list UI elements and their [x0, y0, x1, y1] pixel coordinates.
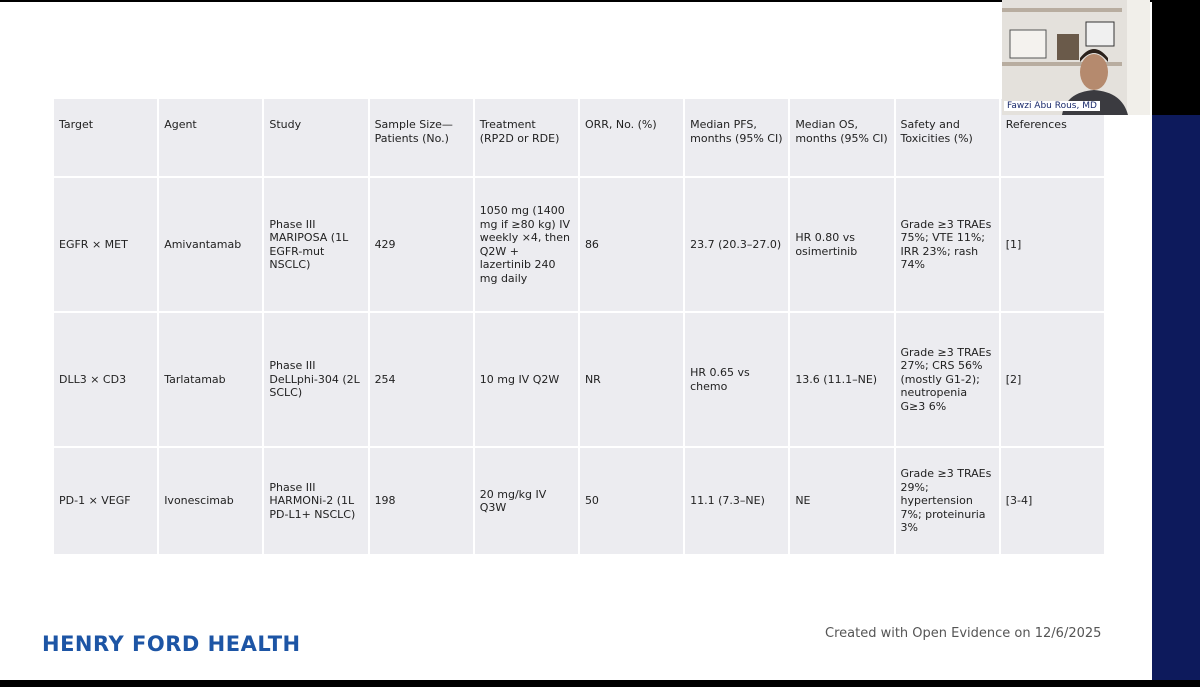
table-cell: HR 0.80 vs osimertinib [788, 176, 896, 313]
table-cell: Phase III DeLLphi-304 (2L SCLC) [262, 311, 370, 448]
column-header: Sample Size—Patients (No.) [367, 97, 475, 178]
table-cell: DLL3 × CD3 [51, 311, 160, 448]
side-bar [1152, 115, 1200, 680]
table-cell: Ivonescimab [157, 446, 265, 556]
table-cell: Grade ≥3 TRAEs 27%; CRS 56% (mostly G1-2… [893, 311, 1001, 448]
table-row: PD-1 × VEGF Ivonescimab Phase III HARMONi-… [51, 446, 1107, 556]
table-cell: Phase III HARMONi-2 (1L PD-L1+ NSCLC) [262, 446, 370, 556]
table-cell: Amivantamab [157, 176, 265, 313]
table-row: DLL3 × CD3 Tarlatamab Phase III DeLLphi-30… [51, 311, 1107, 448]
table-cell: Phase III MARIPOSA (1L EGFR-mut NSCLC) [262, 176, 370, 313]
table-cell: 20 mg/kg IV Q3W [472, 446, 580, 556]
column-header: Treatment (RP2D or RDE) [472, 97, 580, 178]
column-header: Agent [157, 97, 265, 178]
table-cell: 13.6 (11.1–NE) [788, 311, 896, 448]
table-cell: PD-1 × VEGF [51, 446, 160, 556]
webcam-video [1002, 0, 1150, 115]
table-cell: 198 [367, 446, 475, 556]
table-row: EGFR × MET Amivantamab Phase III MARIPOSA … [51, 176, 1107, 313]
table-cell: 10 mg IV Q2W [472, 311, 580, 448]
footer-note: Created with Open Evidence on 12/6/2025 [825, 626, 1102, 641]
table-cell: Grade ≥3 TRAEs 75%; VTE 11%; IRR 23%; ra… [893, 176, 1001, 313]
table-cell: HR 0.65 vs chemo [683, 311, 791, 448]
column-header: Median OS, months (95% CI) [788, 97, 896, 178]
data-table: Target Agent Study Sample Size—Patients (No… [51, 97, 1107, 556]
column-header: Median PFS, months (95% CI) [683, 97, 791, 178]
column-header: Study [262, 97, 370, 178]
column-header: Safety and Toxicities (%) [893, 97, 1001, 178]
header-row: Target Agent Study Sample Size—Patients (No… [51, 97, 1107, 178]
table-cell: 1050 mg (1400 mg if ≥80 kg) IV weekly ×4… [472, 176, 580, 313]
table-cell: 86 [577, 176, 686, 313]
table-cell: Tarlatamab [157, 311, 265, 448]
table-cell: 11.1 (7.3–NE) [683, 446, 791, 556]
column-header: Target [51, 97, 160, 178]
table-cell: 429 [367, 176, 475, 313]
webcam: Fawzi Abu Rous, MD [1002, 0, 1150, 115]
column-header: ORR, No. (%) [577, 97, 686, 178]
table-cell: 23.7 (20.3–27.0) [683, 176, 791, 313]
table-cell: [2] [998, 311, 1107, 448]
table-cell: Grade ≥3 TRAEs 29%; hypertension 7%; pro… [893, 446, 1001, 556]
participant-name: Fawzi Abu Rous, MD [1004, 101, 1100, 111]
table-cell: NR [577, 311, 686, 448]
table-cell: 50 [577, 446, 686, 556]
table-cell: 254 [367, 311, 475, 448]
logo: HENRY FORD HEALTH [42, 632, 301, 656]
table-cell: NE [788, 446, 896, 556]
table-cell: [1] [998, 176, 1107, 313]
table-cell: EGFR × MET [51, 176, 160, 313]
table-cell: [3-4] [998, 446, 1107, 556]
